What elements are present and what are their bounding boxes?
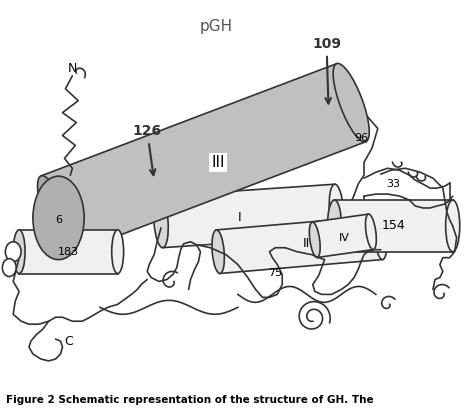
Text: III: III [211, 155, 225, 170]
Ellipse shape [2, 259, 16, 276]
Text: IV: IV [339, 233, 350, 243]
Ellipse shape [5, 242, 21, 262]
Ellipse shape [365, 214, 376, 250]
Text: 6: 6 [55, 215, 62, 225]
Text: 75: 75 [268, 267, 283, 278]
Polygon shape [312, 214, 374, 258]
Text: I: I [238, 211, 242, 225]
Ellipse shape [154, 196, 168, 248]
Text: 33: 33 [386, 179, 400, 189]
Text: pGH: pGH [200, 19, 233, 34]
Text: C: C [64, 335, 73, 348]
Ellipse shape [329, 184, 344, 236]
Ellipse shape [333, 63, 369, 142]
Text: 109: 109 [312, 37, 341, 103]
Polygon shape [216, 216, 383, 274]
Text: II: II [303, 237, 310, 250]
Ellipse shape [13, 230, 25, 274]
Text: 154: 154 [382, 219, 405, 232]
Polygon shape [19, 230, 118, 274]
Ellipse shape [37, 176, 73, 254]
Ellipse shape [374, 216, 387, 260]
Polygon shape [159, 184, 338, 248]
Text: N: N [68, 63, 77, 75]
Ellipse shape [33, 176, 84, 260]
Ellipse shape [328, 200, 341, 252]
Ellipse shape [446, 200, 460, 252]
Polygon shape [41, 64, 366, 254]
Text: Figure 2 Schematic representation of the structure of GH. The: Figure 2 Schematic representation of the… [6, 395, 374, 405]
Text: 183: 183 [58, 247, 79, 257]
Ellipse shape [212, 230, 224, 274]
Ellipse shape [310, 222, 320, 258]
Polygon shape [335, 200, 453, 252]
Ellipse shape [112, 230, 124, 274]
Text: 96: 96 [354, 133, 368, 143]
Text: 126: 126 [133, 124, 162, 175]
